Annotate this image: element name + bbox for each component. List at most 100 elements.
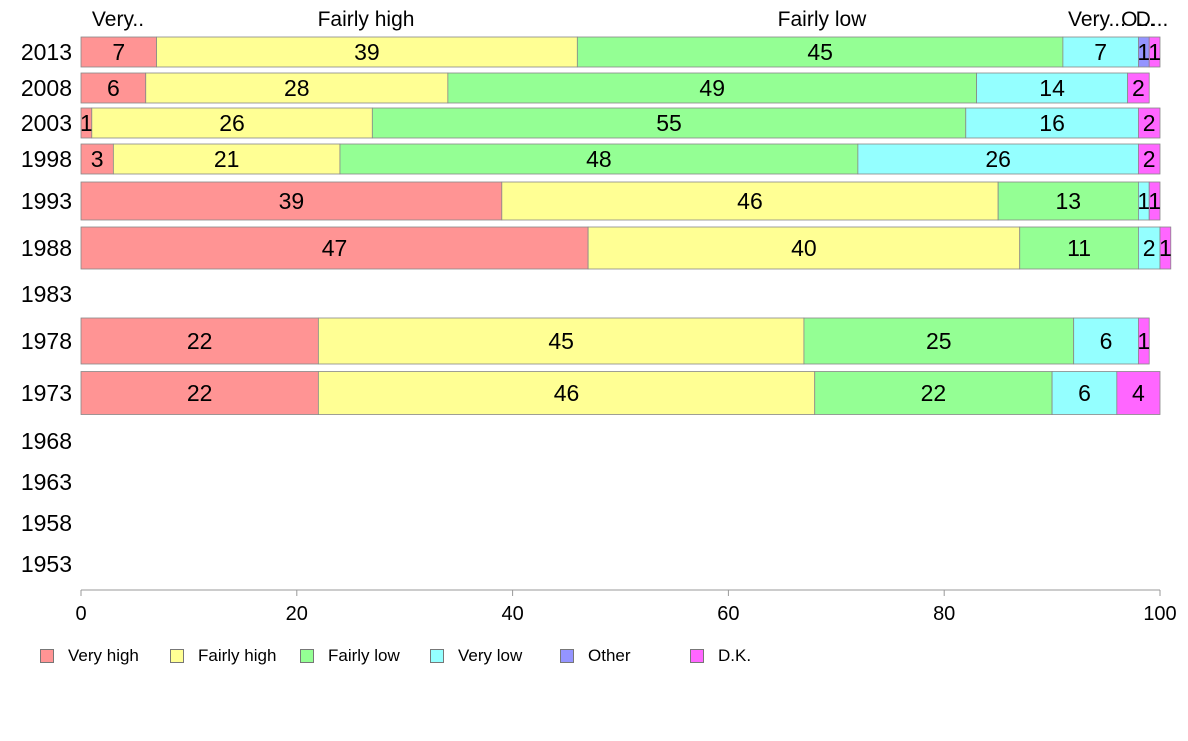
bar-segment [317,371,816,415]
bar-value-label: 49 [699,75,725,101]
bar-value-label: 22 [187,380,213,406]
bar-value-label: 26 [219,110,245,136]
bar-value-label: 2 [1143,146,1156,172]
bar-segment [501,181,999,221]
legend-label: Very low [458,646,523,665]
bar-value-label: 25 [926,328,952,354]
series-top-label: Very... [1068,8,1126,31]
bar-segment [1138,317,1150,365]
bar-value-label: 6 [107,75,120,101]
category-label: 1973 [21,380,72,406]
x-tick-label: 40 [501,603,523,625]
bar-value-label: 22 [187,328,213,354]
bar-value-label: 7 [1094,39,1107,65]
legend-swatch [300,649,314,663]
bar-segment [1138,107,1161,139]
x-tick-label: 20 [286,603,308,625]
series-top-label: D... [1136,8,1169,31]
bar-value-label: 11 [1067,235,1091,261]
bar-value-label: 4 [1132,380,1145,406]
bar-value-label: 16 [1039,110,1065,136]
bar-value-label: 1 [1137,39,1150,65]
bar-segment [156,36,578,68]
series-top-label: O... [1121,8,1155,31]
series-top-label: Very.. [92,8,144,31]
series-top-label: Fairly high [318,8,415,31]
bar-segment [587,226,1021,270]
bar-segment [145,72,449,104]
legend-item: D.K. [690,646,751,666]
bar-segment [1148,181,1161,221]
bar-segment [1073,317,1139,365]
category-label: 1993 [21,188,72,214]
bar-value-label: 1 [1148,188,1161,214]
category-label: 1953 [21,551,72,577]
category-label: 2013 [21,39,72,65]
legend-item: Fairly high [170,646,276,666]
x-tick-label: 60 [717,603,739,625]
bar-value-label: 45 [807,39,833,65]
category-label: 1983 [21,281,72,307]
legend-label: Other [588,646,631,665]
bar-value-label: 45 [548,328,574,354]
category-label: 1988 [21,235,72,261]
bar-value-label: 55 [656,110,682,136]
x-tick-label: 100 [1143,603,1176,625]
bar-segment [339,143,859,175]
bar-segment [1051,371,1118,415]
bar-value-label: 7 [112,39,125,65]
bar-segment [80,181,503,221]
bar-value-label: 2 [1132,75,1145,101]
category-label: 1998 [21,146,72,172]
category-label: 2008 [21,75,72,101]
bar-segment [80,317,319,365]
series-top-label: Fairly low [778,8,868,31]
bar-segment [1138,143,1161,175]
category-label: 1958 [21,510,72,536]
bar-segment [1127,72,1150,104]
category-label: 1963 [21,469,72,495]
bar-value-label: 39 [279,188,305,214]
legend: Very high Fairly high Fairly low Very low Ot… [40,646,800,666]
legend-label: Fairly high [198,646,277,665]
legend-label: Fairly low [328,646,400,665]
bar-segment [80,72,147,104]
legend-swatch [40,649,54,663]
bar-segment [80,226,589,270]
legend-label: D.K. [718,646,752,665]
legend-swatch [690,649,704,663]
legend-label: Very high [68,646,139,665]
bar-value-label: 46 [737,188,763,214]
bar-value-label: 3 [91,146,104,172]
bar-value-label: 28 [284,75,310,101]
bar-value-label: 21 [214,146,240,172]
bar-segment [371,107,967,139]
x-tick-label: 0 [75,603,86,625]
bar-segment [997,181,1139,221]
bar-segment [857,143,1139,175]
bar-segment [317,317,805,365]
x-tick-label: 80 [933,603,955,625]
category-label: 1978 [21,328,72,354]
legend-item: Other [560,646,631,666]
bar-segment [965,107,1139,139]
bar-segment [1116,371,1161,415]
bar-value-label: 46 [554,380,580,406]
bar-segment [447,72,977,104]
bar-segment [814,371,1053,415]
bar-value-label: 40 [791,235,817,261]
category-label: 2003 [21,110,72,136]
bar-value-label: 47 [322,235,348,261]
bar-segment [112,143,341,175]
bar-value-label: 14 [1039,75,1065,101]
bar-value-label: 1 [80,110,93,136]
bar-segment [80,371,319,415]
bar-segment [1159,226,1172,270]
bar-value-label: 22 [921,380,947,406]
bar-value-label: 13 [1055,188,1081,214]
bar-segment [803,317,1075,365]
bar-segment [976,72,1129,104]
bar-value-label: 26 [985,146,1011,172]
